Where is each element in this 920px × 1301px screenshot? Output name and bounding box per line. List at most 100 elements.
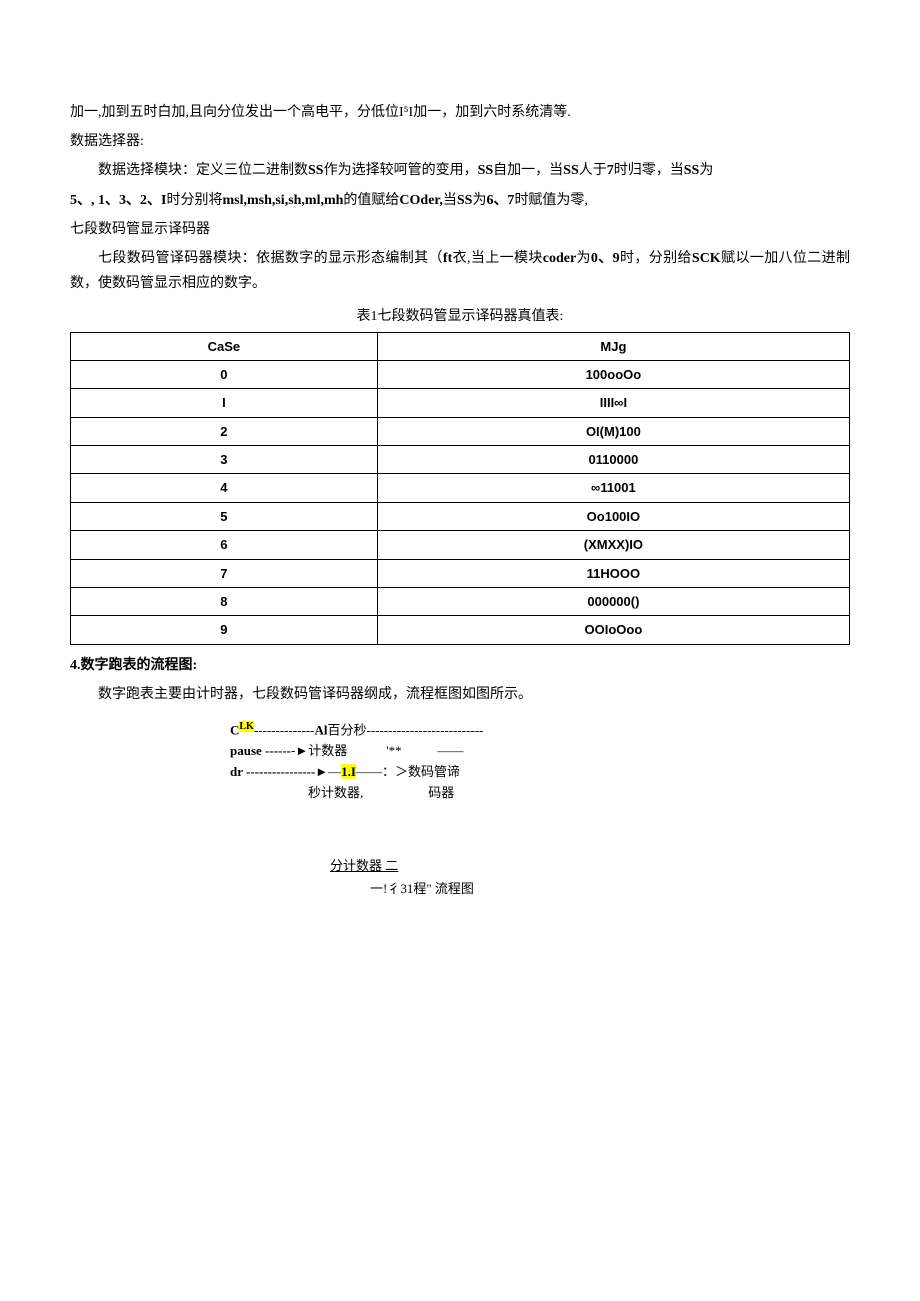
table-cell: 0110000	[377, 446, 849, 474]
p2-b2: SS	[478, 163, 494, 178]
paragraph-2-body: 数据选择模块：定义三位二进制数SS作为选择较呵管的变用，SS自加一，当SS人于7…	[70, 158, 850, 183]
flow-line-1: CLK--------------Al百分秒------------------…	[230, 719, 850, 741]
p3-b: 的值赋给	[343, 193, 399, 208]
fl1-sup: LK	[239, 721, 253, 732]
p2-b1: SS	[308, 163, 324, 178]
table-cell: 0	[71, 360, 378, 388]
p3-e: 时赋值为零,	[514, 193, 588, 208]
table-cell: OOIoOoo	[377, 616, 849, 644]
p4-b: 衣,当上一模块	[452, 251, 542, 266]
s4-body: 数字跑表主要由计时器，七段数码管译码器纲成，流程框图如图所示。	[98, 687, 532, 702]
fl1-c: Al	[314, 723, 327, 738]
fl3-arrow: ►	[315, 764, 328, 779]
table-cell: 7	[71, 559, 378, 587]
p4-b4: SCK	[692, 251, 721, 266]
table-row: 2OI(M)100	[71, 417, 850, 445]
paragraph-4-title: 七段数码管显示译码器	[70, 217, 850, 242]
table-cell: 4	[71, 474, 378, 502]
table-cell: 3	[71, 446, 378, 474]
fl2-a: pause ------	[230, 743, 291, 758]
p2-e: 时归零，当	[614, 163, 684, 178]
table-row: 711HOOO	[71, 559, 850, 587]
p3-b5: 6、7	[486, 193, 514, 208]
fl1-b: --------------	[254, 723, 315, 738]
table-cell: 2	[71, 417, 378, 445]
table-cell: 100ooOo	[377, 360, 849, 388]
p2-c: 自加一，当	[493, 163, 563, 178]
section-4-title: 4.数字跑表的流程图:	[70, 653, 850, 678]
table-row: 30110000	[71, 446, 850, 474]
flow-sub-line: 分计数器 二	[330, 854, 850, 877]
truth-table: CaSeMJg0100ooOoIIIII∞I2OI(M)100301100004…	[70, 332, 850, 645]
p4-c: 为	[576, 251, 591, 266]
paragraph-4-body: 七段数码管译码器模块：依据数字的显示形态编制其（ft衣,当上一模块coder为0…	[70, 246, 850, 296]
table-cell: IIII∞I	[377, 389, 849, 417]
flow-line-2: pause -------►计数器 '** ——	[230, 741, 850, 762]
table-cell: 9	[71, 616, 378, 644]
p3-a: 时分别将	[166, 193, 222, 208]
para4-title-text: 七段数码管显示译码器	[70, 222, 210, 237]
p2-b4: 7	[607, 163, 614, 178]
table-cell: 11HOOO	[377, 559, 849, 587]
table-row: 8000000()	[71, 588, 850, 616]
p4-a: 七段数码管译码器模块：依据数字的显示形态编制其（	[98, 251, 443, 266]
fl2-b: 计数器	[308, 743, 347, 758]
fl4: 秒计数器, 码器	[230, 785, 454, 800]
p3-b4: SS	[457, 193, 473, 208]
table-header-cell: CaSe	[71, 332, 378, 360]
fl3-a: dr ----------------	[230, 764, 315, 779]
table-cell: OI(M)100	[377, 417, 849, 445]
flow-line-3: dr ----------------►—1.I——：＞数码管谛	[230, 762, 850, 783]
table-row: 5Oo100IO	[71, 502, 850, 530]
fl3-c: ——：＞数码管谛	[356, 764, 460, 779]
fl1-a: C	[230, 723, 239, 738]
table-row: 9OOIoOoo	[71, 616, 850, 644]
table-cell: ∞11001	[377, 474, 849, 502]
p3-c: 当	[443, 193, 457, 208]
table-header-cell: MJg	[377, 332, 849, 360]
p4-d: 时，分别给	[620, 251, 692, 266]
table-cell: 000000()	[377, 588, 849, 616]
table-row: 4∞11001	[71, 474, 850, 502]
fl1-e: ---------------------------	[366, 723, 483, 738]
table-cell: (XMXX)IO	[377, 531, 849, 559]
table-row: 6(XMXX)IO	[71, 531, 850, 559]
section-4-body: 数字跑表主要由计时器，七段数码管译码器纲成，流程框图如图所示。	[70, 682, 850, 707]
flow-sub-text: 分计数器 二	[330, 858, 398, 873]
p2-b3: SS	[563, 163, 579, 178]
table-cell: 8	[71, 588, 378, 616]
table-row: 0100ooOo	[71, 360, 850, 388]
flow-caption-text: 一!彳31程" 流程图	[370, 881, 474, 896]
fl2-c: '** ——	[347, 743, 463, 758]
fl3-hl: 1.I	[341, 764, 356, 779]
p3-b3: COder,	[399, 193, 442, 208]
paragraph-2-title: 数据选择器:	[70, 129, 850, 154]
p2-b5: SS	[684, 163, 700, 178]
p4-b2: coder	[543, 251, 576, 266]
para1-text: 加一,加到五时白加,且向分位发出一个高电平，分低位I⁵I加一，加到六时系统清等.	[70, 105, 571, 120]
table-caption-text: 表1七段数码管显示译码器真值表:	[357, 309, 564, 324]
para2-title-text: 数据选择器:	[70, 134, 144, 149]
table-cell: I	[71, 389, 378, 417]
s4-title: 4.数字跑表的流程图:	[70, 658, 197, 673]
p2-b: 作为选择较呵管的变用，	[324, 163, 478, 178]
fl1-d: 百分秒	[327, 723, 366, 738]
paragraph-1: 加一,加到五时白加,且向分位发出一个高电平，分低位I⁵I加一，加到六时系统清等.	[70, 100, 850, 125]
flow-caption: 一!彳31程" 流程图	[370, 877, 850, 900]
p4-b3: 0、9	[591, 251, 620, 266]
table-caption: 表1七段数码管显示译码器真值表:	[70, 304, 850, 329]
fl2-arrow: -►	[291, 743, 308, 758]
p3-b1: 5、, 1、3、2、I	[70, 193, 166, 208]
p2-d: 人于	[579, 163, 607, 178]
paragraph-3: 5、, 1、3、2、I时分别将msl,msh,si,sh,ml,mh的值赋给CO…	[70, 188, 850, 213]
p2-a: 数据选择模块：定义三位二进制数	[98, 163, 308, 178]
p2-f: 为	[699, 163, 713, 178]
p3-b2: msl,msh,si,sh,ml,mh	[222, 193, 343, 208]
flow-diagram: CLK--------------Al百分秒------------------…	[230, 719, 850, 804]
p4-b1: ft	[443, 251, 452, 266]
p3-d: 为	[472, 193, 486, 208]
fl3-b: —	[328, 764, 341, 779]
table-cell: 6	[71, 531, 378, 559]
table-cell: Oo100IO	[377, 502, 849, 530]
table-row: IIIII∞I	[71, 389, 850, 417]
